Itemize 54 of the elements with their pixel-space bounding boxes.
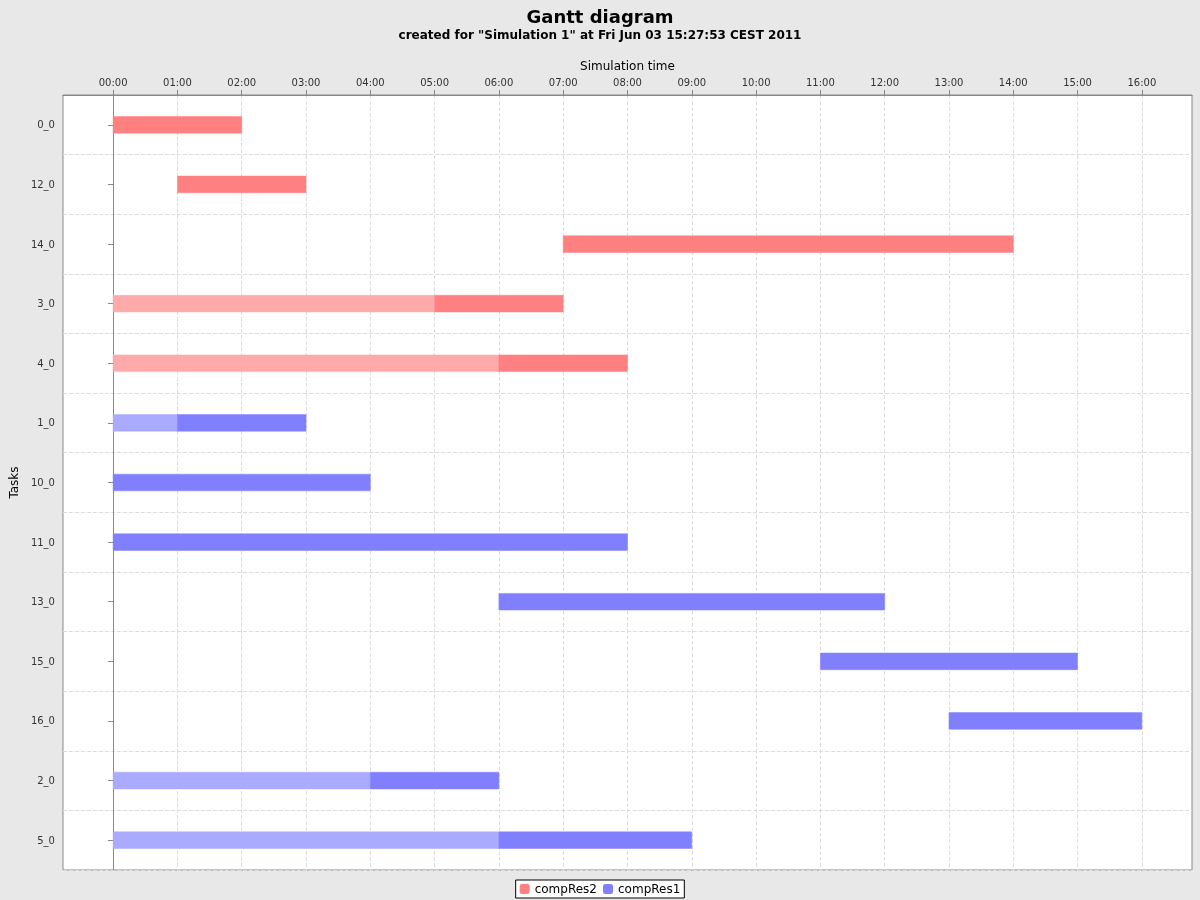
x-tick-label: 14:00 [998,76,1028,88]
y-tick-label: 13_0 [30,596,55,609]
y-tick-label: 5_0 [37,834,55,847]
bar [112,116,242,134]
bar [820,652,1078,670]
x-axis-title: Simulation time [580,59,675,74]
y-tick-label: 16_0 [30,715,55,728]
bar [112,414,178,432]
legend-label: compRes1 [618,882,681,896]
legend-label: compRes2 [534,882,598,896]
x-tick-label: 15:00 [1063,76,1092,88]
x-tick-label: 05:00 [420,76,450,88]
bar [948,712,1143,730]
bar [112,533,628,551]
x-tick-label: 10:00 [741,76,771,88]
y-tick-label: 4_0 [37,357,55,370]
x-tick-label: 04:00 [355,76,385,88]
x-tick-label: 16:00 [1127,76,1157,88]
chart-title: Gantt diagram [526,5,674,27]
bar [434,295,564,313]
x-tick-label: 09:00 [677,76,707,88]
bar [177,175,307,194]
bar [112,771,371,790]
y-tick-label: 1_0 [37,417,55,430]
bar [370,771,500,790]
bar [112,831,500,849]
bar [498,354,628,372]
y-axis-title: Tasks [7,466,21,500]
y-tick-label: 11_0 [30,536,55,549]
y-tick-label: 10_0 [30,477,55,489]
y-tick-label: 12_0 [30,178,55,191]
x-tick-label: 03:00 [291,76,321,88]
x-tick-label: 08:00 [613,76,642,88]
y-tick-label: 15_0 [30,655,55,668]
bar [177,414,307,432]
bar [498,593,885,611]
x-tick-label: 06:00 [484,76,514,88]
y-tick-label: 0_0 [37,119,55,132]
y-tick-label: 3_0 [37,298,55,311]
bar [112,354,500,372]
x-tick-label: 11:00 [805,76,835,88]
y-tick-label: 2_0 [37,775,55,788]
y-tick-label: 14_0 [30,238,55,251]
bar [562,235,1014,253]
x-tick-label: 13:00 [934,76,964,88]
x-tick-label: 12:00 [870,76,900,88]
x-tick-label: 00:00 [98,76,128,88]
bar [112,473,371,492]
chart-subtitle: created for "Simulation 1" at Fri Jun 03 15:27:53 CEST 2011 [398,28,802,42]
bar [112,295,435,313]
x-tick-label: 02:00 [227,76,257,88]
x-tick-label: 01:00 [163,76,192,88]
x-tick-label: 07:00 [548,76,578,88]
bar [498,831,693,849]
